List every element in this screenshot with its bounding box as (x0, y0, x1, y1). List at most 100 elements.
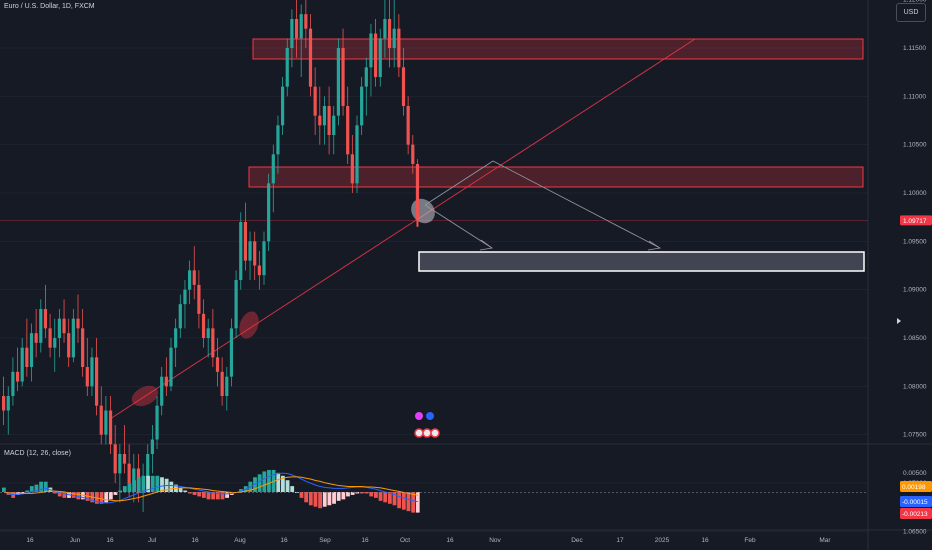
candle (299, 4, 303, 77)
candle (276, 115, 280, 174)
candle (169, 338, 173, 392)
candle (229, 318, 234, 387)
trendline (109, 38, 696, 420)
candle-body (364, 67, 368, 87)
histogram-bar (225, 492, 229, 498)
candle (201, 299, 206, 348)
macd-indicator-label[interactable]: MACD (12, 26, close) (4, 450, 71, 457)
candle (397, 14, 401, 77)
candle (2, 376, 6, 426)
candle-body (336, 47, 340, 116)
candle (197, 270, 201, 329)
price-tick-label: 1.08000 (903, 383, 927, 390)
candle-body (132, 468, 136, 484)
candle (57, 309, 61, 358)
candle (62, 299, 66, 343)
candle (174, 318, 178, 368)
histogram-bar (146, 475, 150, 492)
candle-body (285, 47, 289, 87)
candle (392, 0, 396, 68)
candle (211, 309, 215, 368)
candle-body (411, 144, 415, 164)
candle-body (6, 396, 10, 411)
candle (369, 23, 373, 97)
candle (118, 444, 122, 503)
histogram-bar (322, 492, 327, 507)
candle (271, 144, 275, 213)
histogram-bar (169, 481, 174, 492)
histogram-bar (327, 492, 332, 506)
histogram-bar (341, 492, 346, 500)
candle-body (378, 38, 382, 77)
candle (285, 38, 289, 97)
candle-body (346, 105, 350, 155)
histogram-bar (383, 492, 388, 503)
histogram-bar (308, 492, 313, 506)
projection-path-2 (424, 204, 493, 249)
candle (6, 386, 10, 435)
candle (192, 246, 196, 300)
candle (327, 86, 331, 155)
candle-body (150, 439, 154, 455)
candle (387, 0, 392, 68)
candle-body (20, 347, 24, 382)
histogram-bar (192, 492, 197, 495)
histogram-bar (401, 492, 406, 510)
candle (243, 202, 247, 271)
histogram-bar (406, 492, 411, 512)
candle-body (178, 304, 182, 329)
currency-button[interactable]: USD (896, 3, 926, 22)
resistance-zone (252, 38, 864, 60)
candle (53, 318, 57, 372)
candle-body (29, 333, 34, 368)
candle (178, 294, 182, 339)
candle-body (318, 115, 322, 126)
macd-value-badge-bg (900, 481, 932, 492)
candle-body (262, 241, 266, 276)
histogram-bar (155, 475, 160, 492)
candle (164, 357, 168, 397)
price-tick-label: 1.07500 (903, 432, 927, 439)
candle-body (257, 265, 261, 276)
candle-body (374, 33, 378, 77)
candle (206, 318, 210, 358)
candle-body (383, 18, 387, 39)
candle (160, 367, 164, 416)
price-tick-label: 1.09000 (903, 287, 927, 294)
candle (43, 284, 48, 339)
histogram-bar (20, 492, 25, 494)
histogram-bar (71, 492, 76, 498)
candle (113, 425, 117, 484)
price-tick-label: 1.10500 (903, 142, 927, 149)
candle (308, 14, 313, 97)
candle (350, 134, 354, 193)
candle (104, 396, 108, 445)
candle (336, 38, 340, 126)
candle-body (90, 357, 94, 387)
histogram-bar (206, 492, 211, 500)
candle-body (392, 28, 396, 48)
macd-tick-label: 0.00500 (903, 470, 927, 477)
histogram-bar (369, 492, 374, 497)
candle-body (401, 67, 406, 106)
candle-body (169, 347, 173, 387)
histogram-bar (113, 492, 118, 495)
candle (15, 347, 20, 392)
candle (383, 0, 387, 58)
histogram-bar (127, 483, 132, 492)
candle-body (206, 328, 210, 339)
candle (29, 323, 34, 382)
histogram-bar (262, 471, 267, 492)
candle-body (197, 284, 201, 314)
candle (355, 115, 359, 193)
candle (183, 280, 187, 329)
histogram-bar (239, 489, 243, 492)
candle-body (160, 376, 164, 406)
time-tick-label: Feb (744, 537, 756, 544)
candle-body (104, 410, 108, 435)
histogram-bar (197, 492, 202, 497)
price-tick-label: 1.11500 (903, 45, 926, 52)
histogram-bar (211, 492, 216, 500)
candle-body (211, 328, 215, 358)
